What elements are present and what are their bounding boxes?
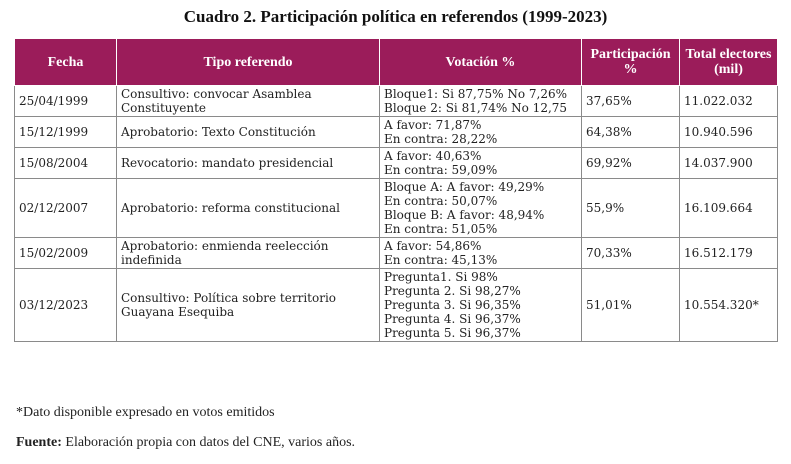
cell-tipo: Revocatorio: mandato presidencial [116,147,380,179]
table-row: 15/02/2009 Aprobatorio: enmienda reelecci… [14,237,778,269]
votacion-line: Pregunta 2. Si 98,27% [384,284,521,298]
votacion-line: Pregunta 3. Si 96,35% [384,298,521,312]
table-row: 03/12/2023 Consultivo: Política sobre ter… [14,268,778,342]
votacion-line: A favor: 40,63% [384,149,482,163]
header-total: Total electores (mil) [679,38,778,86]
table-row: 25/04/1999 Consultivo: convocar Asamblea … [14,85,778,117]
table-row: 15/12/1999 Aprobatorio: Texto Constitució… [14,116,778,148]
votacion-line: Bloque A: A favor: 49,29% [384,180,545,194]
cell-tipo: Aprobatorio: Texto Constitución [116,116,380,148]
votacion-line: Bloque1: Si 87,75% No 7,26% [384,87,567,101]
cell-fecha: 03/12/2023 [14,268,117,342]
votacion-line: En contra: 28,22% [384,132,498,146]
footnote: *Dato disponible expresado en votos emit… [16,405,275,420]
cell-fecha: 15/02/2009 [14,237,117,269]
cell-votacion: Bloque A: A favor: 49,29% En contra: 50,0… [379,178,582,238]
referendum-table: Fecha Tipo referendo Votación % Particip… [14,38,778,342]
table-title: Cuadro 2. Participación política en refe… [183,7,608,26]
table-row: 15/08/2004 Revocatorio: mandato presidenc… [14,147,778,179]
cell-participacion: 64,38% [581,116,680,148]
cell-participacion: 69,92% [581,147,680,179]
votacion-line: A favor: 54,86% [384,239,482,253]
cell-participacion: 37,65% [581,85,680,117]
cell-votacion: A favor: 54,86% En contra: 45,13% [379,237,582,269]
cell-tipo: Aprobatorio: enmienda reelección indefin… [116,237,380,269]
cell-total: 16.512.179 [679,237,778,269]
cell-votacion: A favor: 40,63% En contra: 59,09% [379,147,582,179]
cell-votacion: Bloque1: Si 87,75% No 7,26% Bloque 2: Si … [379,85,582,117]
votacion-line: En contra: 50,07% [384,194,498,208]
table-body: 25/04/1999 Consultivo: convocar Asamblea … [14,85,778,342]
cell-total: 16.109.664 [679,178,778,238]
cell-participacion: 55,9% [581,178,680,238]
header-fecha: Fecha [14,38,117,86]
cell-participacion: 51,01% [581,268,680,342]
votacion-line: En contra: 51,05% [384,222,498,236]
votacion-line: Pregunta1. Si 98% [384,270,498,284]
header-participacion: Participación % [581,38,680,86]
votacion-line: A favor: 71,87% [384,118,482,132]
source-label: Fuente: [16,435,62,450]
cell-fecha: 02/12/2007 [14,178,117,238]
cell-participacion: 70,33% [581,237,680,269]
cell-tipo: Consultivo: Política sobre territorio Gu… [116,268,380,342]
cell-votacion: Pregunta1. Si 98% Pregunta 2. Si 98,27% Pr… [379,268,582,342]
header-votacion: Votación % [379,38,582,86]
source-text: Elaboración propia con datos del CNE, va… [61,435,356,450]
cell-tipo: Consultivo: convocar Asamblea Constituye… [116,85,380,117]
cell-total: 10.940.596 [679,116,778,148]
source-note: Fuente: Elaboración propia con datos del… [16,435,355,451]
cell-tipo: Aprobatorio: reforma constitucional [116,178,380,238]
cell-total: 11.022.032 [679,85,778,117]
header-row: Fecha Tipo referendo Votación % Particip… [14,38,778,86]
votacion-line: En contra: 45,13% [384,253,498,267]
cell-fecha: 25/04/1999 [14,85,117,117]
votacion-line: Bloque 2: Si 81,74% No 12,75 [384,101,568,115]
votacion-line: En contra: 59,09% [384,163,498,177]
table-row: 02/12/2007 Aprobatorio: reforma constituc… [14,178,778,238]
header-tipo: Tipo referendo [116,38,380,86]
cell-fecha: 15/08/2004 [14,147,117,179]
votacion-line: Pregunta 5. Si 96,37% [384,326,521,340]
cell-votacion: A favor: 71,87% En contra: 28,22% [379,116,582,148]
cell-total: 10.554.320* [679,268,778,342]
cell-fecha: 15/12/1999 [14,116,117,148]
votacion-line: Pregunta 4. Si 96,37% [384,312,521,326]
cell-total: 14.037.900 [679,147,778,179]
votacion-line: Bloque B: A favor: 48,94% [384,208,545,222]
